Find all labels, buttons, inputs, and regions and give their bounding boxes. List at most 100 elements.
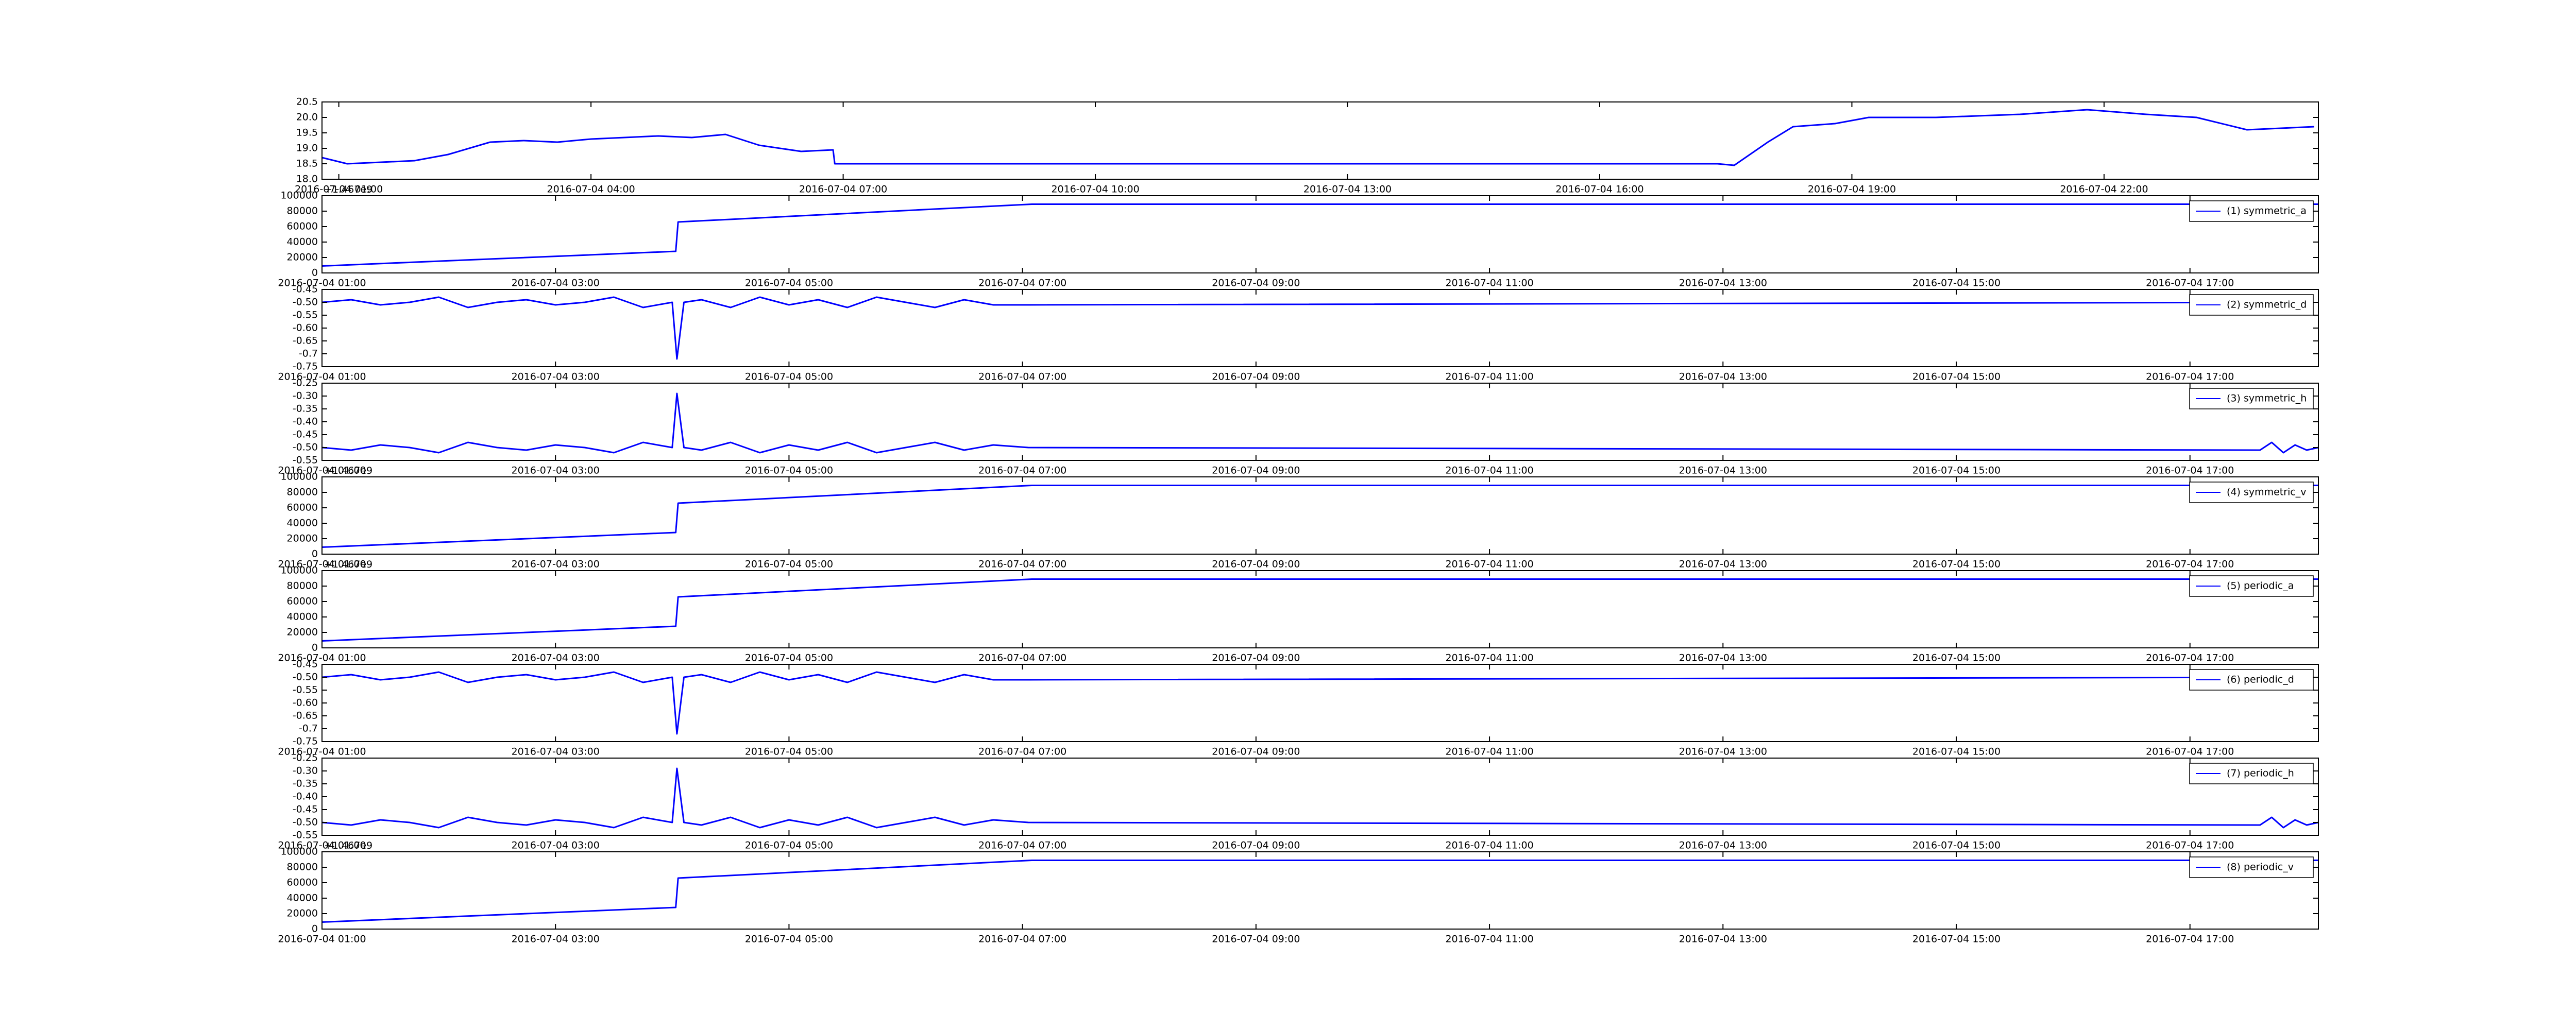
y-tick-label: -0.65 — [293, 710, 318, 722]
x-tick-label: 2016-07-04 15:00 — [1912, 934, 2001, 945]
y-tick-label: 100000 — [280, 190, 318, 201]
x-tick-label: 2016-07-04 07:00 — [978, 278, 1066, 289]
x-tick-label: 2016-07-04 05:00 — [745, 653, 833, 664]
x-tick-label: 2016-07-04 05:00 — [745, 278, 833, 289]
y-tick-label: 20.0 — [296, 112, 318, 123]
y-tick-label: 80000 — [287, 487, 318, 498]
data-line — [321, 671, 2313, 735]
x-tick-label: 2016-07-04 07:00 — [978, 653, 1066, 664]
x-tick-label: 2016-07-04 07:00 — [978, 934, 1066, 945]
legend-box — [2189, 669, 2314, 691]
legend-label: (2) symmetric_d — [2227, 299, 2307, 311]
y-tick-label: 20000 — [287, 533, 318, 544]
y-tick-label: -0.60 — [293, 322, 318, 334]
y-tick-label: 20000 — [287, 627, 318, 638]
y-tick-label: 60000 — [287, 221, 318, 232]
x-tick-label: 2016-07-04 01:00 — [295, 184, 383, 195]
y-tick-label: 60000 — [287, 502, 318, 513]
x-tick-label: 2016-07-04 17:00 — [2146, 840, 2234, 851]
y-tick-label: 100000 — [280, 471, 318, 483]
x-tick-label: 2016-07-04 17:00 — [2146, 559, 2234, 570]
x-tick-label: 2016-07-04 07:00 — [978, 840, 1066, 851]
y-tick-label: 100000 — [280, 565, 318, 576]
y-tick-label: 20000 — [287, 908, 318, 919]
y-tick-label: 20.5 — [296, 96, 318, 108]
legend-label: (5) periodic_a — [2227, 580, 2294, 592]
y-tick-label: 18.0 — [296, 174, 318, 185]
x-tick-label: 2016-07-04 09:00 — [1212, 934, 1300, 945]
y-tick-label: 40000 — [287, 892, 318, 904]
x-tick-label: 2016-07-04 11:00 — [1445, 653, 1533, 664]
y-tick-label: -0.40 — [293, 416, 318, 427]
axes-frame — [321, 195, 2319, 273]
data-line — [321, 296, 2313, 360]
x-tick-label: 2016-07-04 05:00 — [745, 371, 833, 383]
y-tick-label: -0.45 — [293, 284, 318, 295]
offset-label: +1.467e9 — [324, 559, 372, 570]
x-tick-label: 2016-07-04 01:00 — [278, 371, 366, 383]
x-tick-label: 2016-07-04 11:00 — [1445, 465, 1533, 476]
x-tick-label: 2016-07-04 13:00 — [1679, 559, 1767, 570]
y-tick-label: 19.5 — [296, 127, 318, 139]
y-tick-label: 0 — [312, 548, 318, 560]
y-tick-label: -0.75 — [293, 736, 318, 747]
axes-frame — [321, 851, 2319, 930]
y-tick-label: 80000 — [287, 580, 318, 592]
y-tick-label: -0.55 — [293, 684, 318, 696]
y-tick-label: -0.45 — [293, 659, 318, 670]
y-tick-label: 40000 — [287, 611, 318, 623]
y-tick-label: -0.45 — [293, 429, 318, 440]
x-tick-label: 2016-07-04 11:00 — [1445, 934, 1533, 945]
x-tick-label: 2016-07-04 16:00 — [1555, 184, 1643, 195]
y-tick-label: -0.35 — [293, 778, 318, 789]
x-tick-label: 2016-07-04 11:00 — [1445, 371, 1533, 383]
x-tick-label: 2016-07-04 11:00 — [1445, 746, 1533, 758]
y-tick-label: -0.40 — [293, 791, 318, 802]
x-tick-label: 2016-07-04 01:00 — [278, 934, 366, 945]
x-tick-label: 2016-07-04 13:00 — [1679, 278, 1767, 289]
y-tick-label: -0.55 — [293, 310, 318, 321]
legend-label: (6) periodic_d — [2227, 674, 2294, 685]
y-tick-label: 60000 — [287, 596, 318, 607]
x-tick-label: 2016-07-04 05:00 — [745, 840, 833, 851]
x-tick-label: 2016-07-04 17:00 — [2146, 278, 2234, 289]
data-line — [321, 767, 2319, 829]
x-tick-label: 2016-07-04 01:00 — [278, 278, 366, 289]
x-tick-label: 2016-07-04 03:00 — [512, 840, 600, 851]
x-tick-label: 2016-07-04 13:00 — [1679, 840, 1767, 851]
y-tick-label: -0.7 — [299, 348, 318, 359]
x-tick-label: 2016-07-04 07:00 — [978, 559, 1066, 570]
x-tick-label: 2016-07-04 15:00 — [1912, 840, 2001, 851]
x-tick-label: 2016-07-04 05:00 — [745, 559, 833, 570]
axes-frame — [321, 570, 2319, 648]
x-tick-label: 2016-07-04 13:00 — [1679, 465, 1767, 476]
x-tick-label: 2016-07-04 03:00 — [512, 559, 600, 570]
y-tick-label: -0.30 — [293, 390, 318, 402]
x-tick-label: 2016-07-04 01:00 — [278, 653, 366, 664]
data-line — [321, 392, 2319, 454]
x-tick-label: 2016-07-04 15:00 — [1912, 371, 2001, 383]
offset-label: +1.467e9 — [324, 465, 372, 476]
x-tick-label: 2016-07-04 13:00 — [1303, 184, 1392, 195]
x-tick-label: 2016-07-04 03:00 — [512, 371, 600, 383]
y-tick-label: 60000 — [287, 877, 318, 888]
x-tick-label: 2016-07-04 17:00 — [2146, 465, 2234, 476]
x-tick-label: 2016-07-04 15:00 — [1912, 278, 2001, 289]
y-tick-label: 0 — [312, 923, 318, 935]
x-tick-label: 2016-07-04 03:00 — [512, 746, 600, 758]
data-line — [321, 860, 2318, 923]
x-tick-label: 2016-07-04 01:00 — [278, 559, 366, 570]
y-tick-label: -0.65 — [293, 335, 318, 347]
y-tick-label: 80000 — [287, 205, 318, 217]
y-tick-label: 19.0 — [296, 143, 318, 154]
y-tick-label: 100000 — [280, 846, 318, 857]
x-tick-label: 2016-07-04 10:00 — [1051, 184, 1139, 195]
y-tick-label: -0.50 — [293, 672, 318, 683]
x-tick-label: 2016-07-04 07:00 — [978, 465, 1066, 476]
x-tick-label: 2016-07-04 11:00 — [1445, 559, 1533, 570]
x-tick-label: 2016-07-04 15:00 — [1912, 559, 2001, 570]
x-tick-label: 2016-07-04 03:00 — [512, 465, 600, 476]
x-tick-label: 2016-07-04 13:00 — [1679, 653, 1767, 664]
y-tick-label: 0 — [312, 267, 318, 279]
